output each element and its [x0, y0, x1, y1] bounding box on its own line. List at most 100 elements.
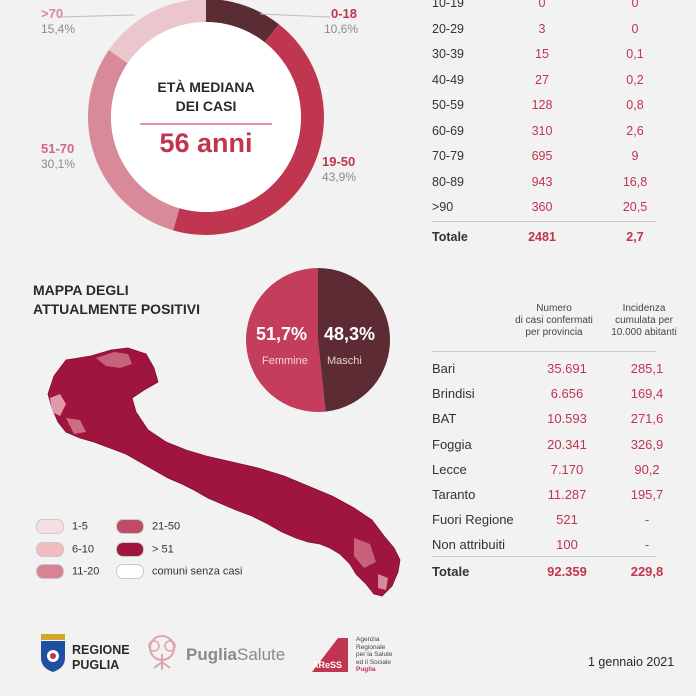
puglia-salute-tree-icon — [148, 635, 176, 670]
legend-item: 21-50 — [116, 519, 180, 534]
legend-item: 11-20 — [36, 564, 99, 579]
map-region-shape — [47, 347, 401, 597]
age-rate: 16,8 — [622, 174, 648, 189]
slice-pct-19-50: 43,9% — [322, 170, 357, 184]
province-incidence: 271,6 — [630, 411, 664, 427]
header-incidence-line-2: cumulata per — [615, 315, 673, 326]
donut-center — [111, 22, 301, 212]
regione-puglia-crest-icon — [41, 634, 65, 672]
puglia-salute-logo-text: PugliaSalute — [186, 645, 285, 665]
header-cases-line-2: di casi confermati — [515, 315, 593, 326]
age-rate: 9 — [631, 149, 639, 163]
age-table-row: 60-69 310 2,6 — [432, 120, 654, 144]
age-range: 50-59 — [432, 98, 464, 112]
regione-puglia-logo-text: REGIONE PUGLIA — [72, 643, 130, 673]
aress-logo-icon — [312, 638, 348, 672]
male-pct: 48,3% — [324, 324, 376, 344]
median-title-line-1: ETÀ MEDIANA — [157, 79, 255, 95]
age-rate: 0,2 — [626, 72, 644, 87]
age-range: 40-49 — [432, 72, 464, 87]
province-cases: 7.170 — [550, 461, 584, 477]
province-name: Brindisi — [432, 386, 475, 402]
province-table-separator-bottom — [432, 556, 656, 557]
province-cases: 20.341 — [547, 436, 587, 452]
province-cases: 11.287 — [547, 487, 587, 502]
age-donut-chart — [59, 0, 331, 236]
total-rate: 2,7 — [626, 230, 644, 244]
map-west-lighter — [50, 394, 66, 416]
province-table-row: Fuori Regione 521 - — [432, 508, 662, 532]
age-table-row: 80-89 943 16,8 — [432, 171, 654, 195]
aress-badge-text: AReSS — [312, 660, 343, 670]
age-rate: 0 — [631, 0, 639, 10]
age-range: 30-39 — [432, 47, 464, 61]
map-title-line-1: MAPPA DEGLI — [33, 282, 129, 298]
male-label: Maschi — [327, 355, 362, 367]
age-cases: 15 — [535, 47, 549, 61]
aress-text-line-5: Puglia — [356, 666, 376, 673]
map-title: MAPPA DEGLI ATTUALMENTE POSITIVI — [33, 281, 200, 319]
province-incidence: - — [644, 512, 650, 528]
median-age-title: ETÀ MEDIANA DEI CASI — [140, 78, 272, 116]
slice-pct-0-18: 10,6% — [324, 22, 359, 36]
province-name: Fuori Regione — [432, 512, 514, 528]
legend-item: > 51 — [116, 542, 174, 557]
legend-swatch — [116, 542, 144, 557]
province-incidence: 326,9 — [630, 436, 664, 452]
province-header-incidence: Incidenza cumulata per 10.000 abitanti — [604, 303, 684, 339]
donut-slice-0-18 — [206, 0, 279, 43]
leader-line-70 — [59, 14, 136, 18]
puglia-map — [47, 347, 401, 597]
age-range: 20-29 — [432, 21, 464, 36]
age-range: 80-89 — [432, 174, 464, 189]
donut-slice-19-50 — [173, 24, 324, 236]
age-cases: 943 — [531, 174, 553, 189]
age-range: >90 — [432, 200, 454, 214]
aress-text-line-1: Agenzia — [356, 636, 380, 643]
logo2-part-a: Puglia — [186, 645, 238, 664]
age-cases: 310 — [531, 123, 553, 138]
header-incidence-line-1: Incidenza — [622, 303, 666, 314]
province-name: Foggia — [432, 436, 472, 452]
province-table-row: Non attribuiti 100 - — [432, 533, 662, 557]
province-table-row: Bari 35.691 285,1 — [432, 357, 663, 381]
province-name: Non attribuiti — [432, 537, 505, 553]
province-incidence: 90,2 — [634, 461, 660, 477]
province-name: Lecce — [432, 461, 467, 477]
age-cases: 27 — [535, 72, 549, 87]
province-table-row: Foggia 20.341 326,9 — [432, 433, 663, 457]
map-gargano-lighter — [96, 352, 132, 368]
slice-label-19-50: 19-50 — [322, 154, 356, 169]
age-rate: 20,5 — [622, 200, 648, 214]
legend-swatch — [116, 564, 144, 579]
age-range: 70-79 — [432, 149, 464, 163]
province-name: BAT — [432, 411, 457, 427]
legend-label: 1-5 — [72, 520, 88, 533]
legend-swatch — [36, 542, 64, 557]
legend-swatch — [36, 564, 64, 579]
legend-swatch — [36, 519, 64, 534]
header-cases-line-3: per provincia — [525, 327, 583, 338]
slice-label-0-18: 0-18 — [331, 6, 358, 21]
age-range: 60-69 — [432, 123, 464, 138]
total-label: Totale — [432, 230, 468, 244]
age-table-row: 30-39 15 0,1 — [432, 43, 654, 67]
leader-line-0-18 — [259, 13, 331, 18]
province-incidence: 195,7 — [630, 487, 664, 502]
age-table-separator — [432, 221, 656, 222]
donut-slice-70 — [108, 0, 206, 64]
median-title-line-2: DEI CASI — [175, 98, 237, 114]
province-name: Bari — [432, 361, 456, 376]
province-cases: 6.656 — [550, 386, 584, 402]
map-west-light2 — [66, 418, 86, 434]
province-table-row: Brindisi 6.656 169,4 — [432, 382, 663, 406]
legend-item: 1-5 — [36, 519, 88, 534]
legend-item: comuni senza casi — [116, 564, 243, 579]
slice-pct-51-70: 30,1% — [41, 157, 76, 171]
age-table-row: >90 360 20,5 — [432, 196, 654, 220]
legend-label: comuni senza casi — [152, 565, 243, 578]
female-pct: 51,7% — [256, 324, 308, 344]
province-total-incidence: 229,8 — [630, 564, 664, 579]
slice-pct-70: 15,4% — [41, 22, 76, 36]
slice-label-70: >70 — [41, 6, 64, 21]
